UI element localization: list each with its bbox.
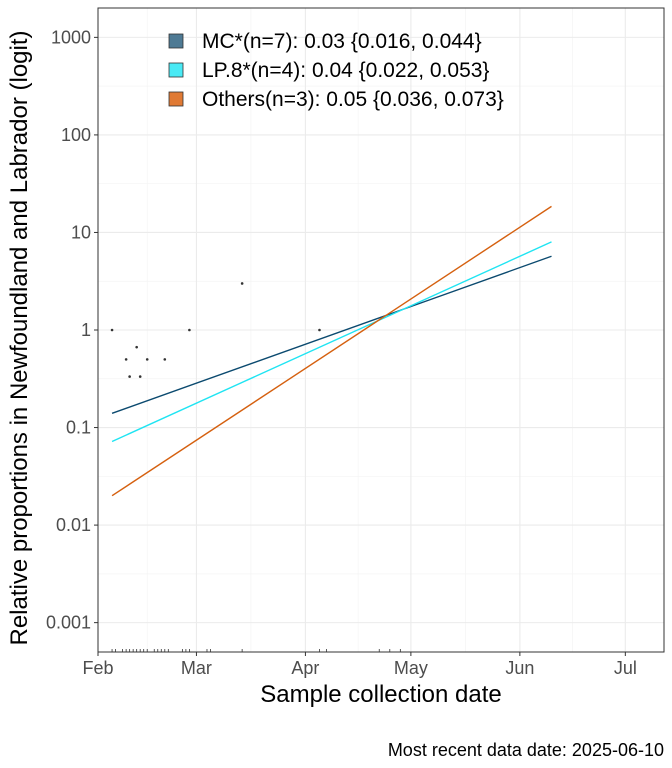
data-point (145, 358, 149, 361)
y-tick-label: 100 (61, 125, 91, 145)
data-point (318, 328, 321, 332)
legend-key (168, 62, 184, 78)
y-tick-label: 1 (81, 320, 91, 340)
y-tick-label: 0.001 (46, 613, 91, 633)
x-axis-title: Sample collection date (260, 681, 501, 708)
x-ticks: Feb Mar Apr May Jun Jul (82, 652, 637, 678)
y-tick-label: 10 (71, 222, 91, 242)
legend-key (168, 33, 184, 49)
points (110, 282, 321, 378)
legend-key (168, 91, 184, 107)
y-tick-label: 0.1 (66, 418, 91, 438)
y-ticks: 0.001 0.01 0.1 1 10 100 1000 (46, 27, 98, 633)
caption: Most recent data date: 2025-06-10 (388, 740, 664, 760)
data-point (188, 328, 191, 332)
legend-label: MC*(n=7): 0.03 {0.016, 0.044} (202, 30, 482, 53)
series-line (111, 241, 552, 443)
legend: MC*(n=7): 0.03 {0.016, 0.044} LP.8*(n=4):… (168, 30, 504, 111)
y-tick-label: 1000 (51, 27, 91, 47)
legend-label: Others(n=3): 0.05 {0.036, 0.073} (202, 88, 504, 111)
data-point (135, 345, 138, 349)
data-point (240, 282, 244, 285)
x-tick-label: May (394, 658, 428, 678)
data-point (138, 375, 142, 378)
x-tick-label: Feb (82, 658, 113, 678)
legend-label: LP.8*(n=4): 0.04 {0.022, 0.053} (202, 59, 489, 82)
y-tick-label: 0.01 (56, 515, 91, 535)
data-point (110, 328, 114, 332)
data-point (124, 358, 128, 361)
x-tick-label: Mar (181, 658, 212, 678)
x-tick-label: Jun (505, 658, 534, 678)
data-point (163, 358, 167, 361)
x-tick-label: Apr (291, 658, 319, 678)
series-line (111, 255, 552, 414)
data-point (128, 375, 131, 378)
y-axis-title: Relative proportions in Newfoundland and… (6, 30, 33, 645)
series-line (111, 205, 552, 497)
x-tick-label: Jul (614, 658, 637, 678)
fit-lines (111, 205, 552, 497)
